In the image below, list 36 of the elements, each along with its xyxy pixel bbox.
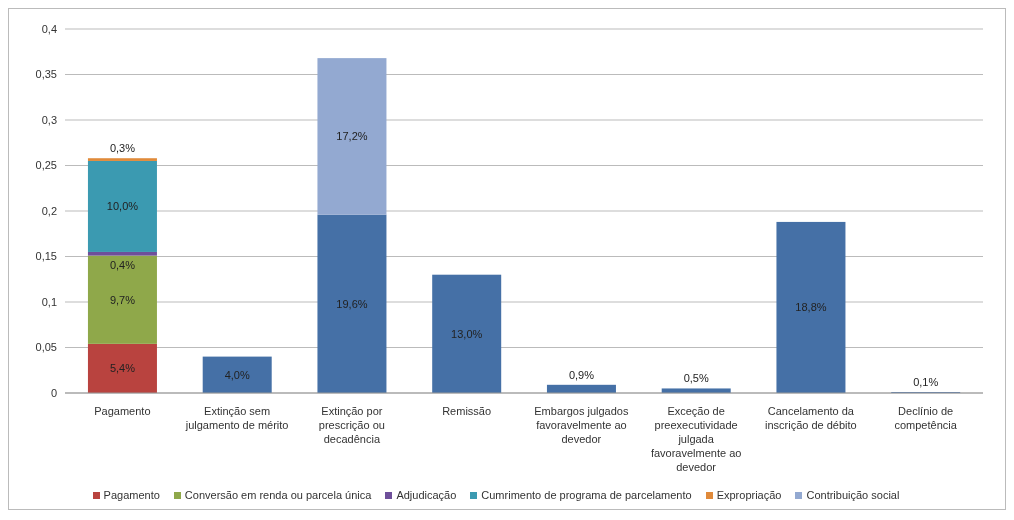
y-tick-label: 0,2 <box>41 204 57 217</box>
x-tick-label: Declínio de competência <box>894 405 958 431</box>
x-tick-label: Pagamento <box>94 405 151 417</box>
x-tick-label: Remissão <box>442 405 492 417</box>
data-label: 0,3% <box>109 142 136 155</box>
y-tick-label: 0,15 <box>35 250 57 263</box>
data-label: 5,4% <box>109 362 136 375</box>
x-tick-label: Extinção por prescrição ou decadência <box>318 405 385 445</box>
legend-label: Pagamento <box>102 489 160 501</box>
x-tick-label: Exceção de preexecutividade julgada favoravelmente ao devedor <box>650 405 742 473</box>
data-label: 19,6% <box>336 297 368 310</box>
legend-label: Conversão em renda ou parcela única <box>183 489 372 501</box>
y-tick-label: 0,35 <box>35 68 57 81</box>
data-label: 18,8% <box>795 301 827 314</box>
x-tick-label: Extinção sem julgamento de mérito <box>184 405 289 431</box>
data-label: 4,0% <box>224 368 250 381</box>
data-label: 0,9% <box>568 368 595 381</box>
data-label: 13,0% <box>451 327 483 340</box>
y-tick-label: 0,25 <box>35 159 57 172</box>
data-label: 17,2% <box>336 130 368 143</box>
y-tick-label: 0,3 <box>41 113 57 126</box>
legend-label: Adjudicação <box>395 489 457 501</box>
data-label: 0,1% <box>913 376 939 389</box>
y-tick-label: 0,05 <box>35 341 57 354</box>
x-tick-label: Embargos julgados favoravelmente ao devedor <box>534 405 629 445</box>
data-label: 0,5% <box>683 372 709 385</box>
data-label: 9,7% <box>109 293 136 306</box>
y-tick-label: 0 <box>50 386 57 399</box>
y-tick-label: 0,1 <box>41 295 57 308</box>
legend-label: Contribuição social <box>805 489 900 501</box>
legend-label: Expropriação <box>715 489 782 501</box>
data-label: 10,0% <box>106 200 139 213</box>
data-label: 0,4% <box>109 258 136 271</box>
x-tick-label: Cancelamento da inscrição de débito <box>765 405 857 431</box>
legend-label: Cumrimento de programa de parcelamento <box>480 489 692 501</box>
y-tick-label: 0,4 <box>41 22 57 35</box>
